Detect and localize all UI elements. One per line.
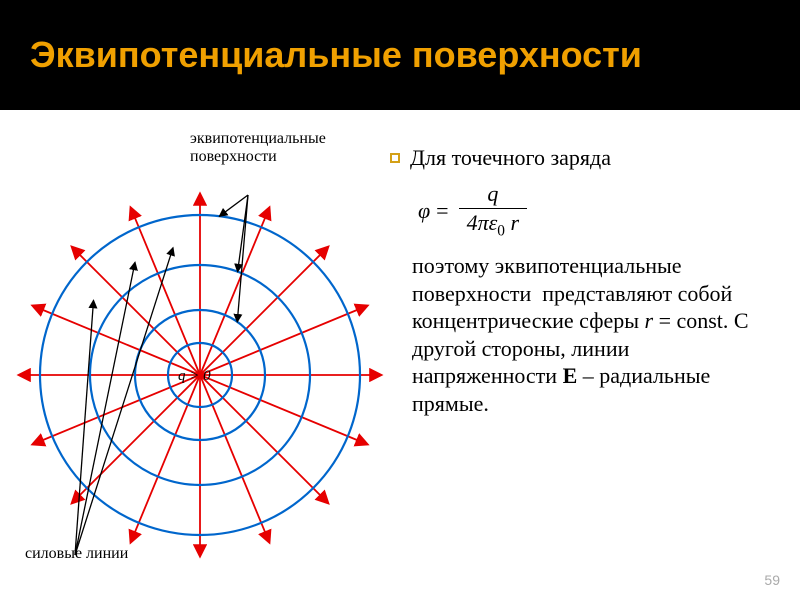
bullet-icon xyxy=(390,153,400,163)
text-column: Для точечного заряда φ = q 4πε0 r поэтом… xyxy=(390,125,800,600)
bullet-item: Для точечного заряда xyxy=(390,145,770,171)
bullet-text: Для точечного заряда xyxy=(410,145,611,171)
page-number: 59 xyxy=(764,572,780,588)
formula: φ = q 4πε0 r xyxy=(418,181,770,240)
formula-fraction: q 4πε0 r xyxy=(459,181,527,240)
formula-denominator: 4πε0 r xyxy=(459,208,527,240)
content-area: эквипотенциальныеповерхности q > 0 силов… xyxy=(0,110,800,600)
field-diagram: q > 0 xyxy=(0,135,390,595)
formula-numerator: q xyxy=(479,181,506,208)
formula-eq: = xyxy=(436,198,448,224)
body-part-1: поэтому эквипотенциальные поверхности пр… xyxy=(412,253,749,416)
diagram-column: эквипотенциальныеповерхности q > 0 силов… xyxy=(0,125,390,600)
formula-phi: φ xyxy=(418,198,430,224)
body-text: поэтому эквипотенциальные поверхности пр… xyxy=(412,252,770,417)
page-title: Эквипотенциальные поверхности xyxy=(30,34,642,76)
svg-text:q > 0: q > 0 xyxy=(178,368,211,384)
label-equipotential: эквипотенциальныеповерхности xyxy=(190,130,326,165)
title-bar: Эквипотенциальные поверхности xyxy=(0,0,800,110)
label-field-lines: силовые линии xyxy=(25,545,128,563)
